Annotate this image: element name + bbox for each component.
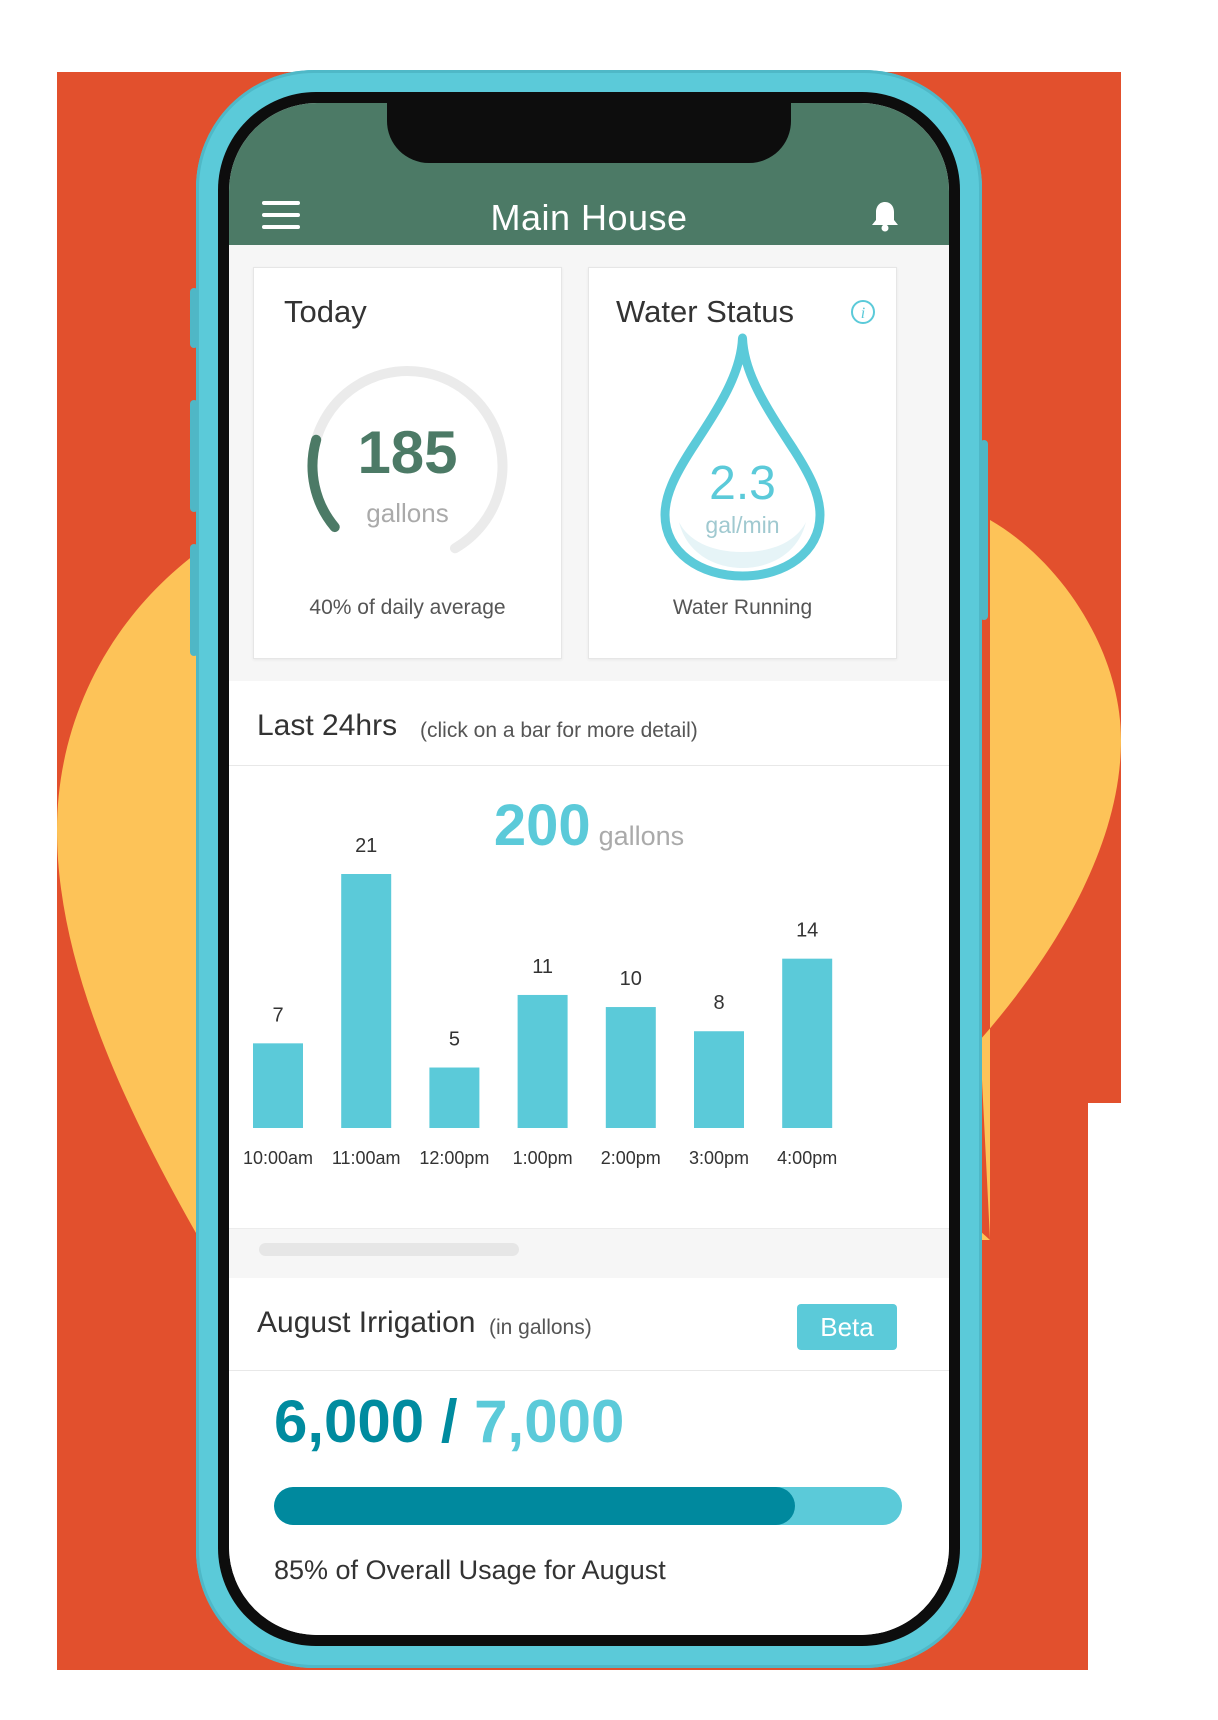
bell-icon[interactable] [868,199,902,233]
today-card-title: Today [284,294,367,329]
bar-chart-svg: 7 10:00am 21 11:00am 5 12:00pm 11 1:00pm 10 2:00p… [243,835,837,1168]
hourly-usage-chart: 200 gallons 7 10:00am 21 11:00am 5 12:00pm 11 1:… [229,766,949,1228]
phone-bezel: Main House Today 185 gallons 40% of dail… [218,92,960,1646]
x-tick-label: 4:00pm [777,1148,837,1168]
daily-usage-gauge [307,366,508,554]
today-gallons-value: 185 [357,419,458,486]
water-drop-icon [660,333,825,581]
bar-value-label: 7 [272,1004,283,1026]
bar-value-label: 5 [449,1029,460,1051]
last-24hrs-hint: (click on a bar for more detail) [420,719,698,742]
bar-value-label: 14 [796,920,818,942]
bar-12:00pm[interactable] [429,1067,480,1128]
water-status-title: Water Status [616,294,795,329]
x-tick-label: 2:00pm [601,1148,661,1168]
x-tick-label: 12:00pm [419,1148,489,1168]
bar-11:00am[interactable] [341,874,392,1128]
daily-average-text: 40% of daily average [309,596,506,619]
bar-10:00am[interactable] [253,1043,303,1128]
flow-rate-value: 2.3 [709,457,776,510]
phone-notch [387,103,791,163]
irrigation-totals: 6,000 / 7,000 [274,1387,624,1456]
bar-2:00pm[interactable] [605,1007,656,1128]
bar-value-label: 21 [355,835,377,857]
x-tick-label: 10:00am [243,1148,313,1168]
irrigation-total-value: 7,000 [474,1388,625,1455]
hamburger-menu-icon[interactable] [262,201,300,229]
today-gallons-unit: gallons [366,498,449,528]
last-24hrs-title: Last 24hrs [257,709,398,742]
chart-total-value: 200 [493,793,591,858]
x-tick-label: 1:00pm [513,1148,573,1168]
phone-frame: Main House Today 185 gallons 40% of dail… [190,70,988,1668]
chart-scrollbar-thumb[interactable] [259,1243,519,1256]
phone-silent-switch [190,288,198,348]
august-irrigation-subtitle: (in gallons) [489,1316,592,1339]
bar-1:00pm[interactable] [517,994,568,1128]
today-card[interactable]: Today 185 gallons 40% of daily average [253,267,562,659]
august-irrigation-header: August Irrigation (in gallons) Beta [229,1278,949,1371]
bar-value-label: 8 [713,992,724,1014]
x-tick-label: 3:00pm [689,1148,749,1168]
irrigation-used-value: 6,000 [274,1388,425,1455]
page-title: Main House [490,197,688,238]
phone-volume-down-button [190,544,198,656]
svg-text:i: i [861,305,865,322]
chart-total: 200 gallons [229,792,949,859]
flow-rate-unit: gal/min [705,512,780,538]
bar-value-label: 10 [620,968,642,990]
august-irrigation-body: 6,000 / 7,000 85% of Overall Usage for A… [229,1371,949,1635]
bar-4:00pm[interactable] [782,958,833,1128]
irrigation-usage-caption: 85% of Overall Usage for August [274,1555,666,1585]
background-cutout [1088,1103,1128,1683]
bar-3:00pm[interactable] [694,1031,744,1128]
water-status-card[interactable]: Water Status i 2.3 gal/min Water Running [588,267,897,659]
august-irrigation-title: August Irrigation [257,1306,476,1339]
last-24hrs-header: Last 24hrs (click on a bar for more deta… [229,681,949,766]
phone-volume-up-button [190,400,198,512]
x-tick-label: 11:00am [332,1148,401,1168]
irrigation-progress-fill [274,1487,796,1525]
phone-power-button [980,440,988,620]
irrigation-progress-bar [274,1487,902,1525]
app-screen: Main House Today 185 gallons 40% of dail… [229,103,949,1635]
beta-badge[interactable]: Beta [797,1304,897,1350]
chart-total-unit: gallons [598,821,685,851]
chart-scrollbar[interactable] [229,1228,949,1267]
irrigation-separator: / [440,1388,458,1455]
water-status-text: Water Running [672,596,813,619]
bar-value-label: 11 [532,956,553,978]
info-icon[interactable]: i [849,298,877,326]
